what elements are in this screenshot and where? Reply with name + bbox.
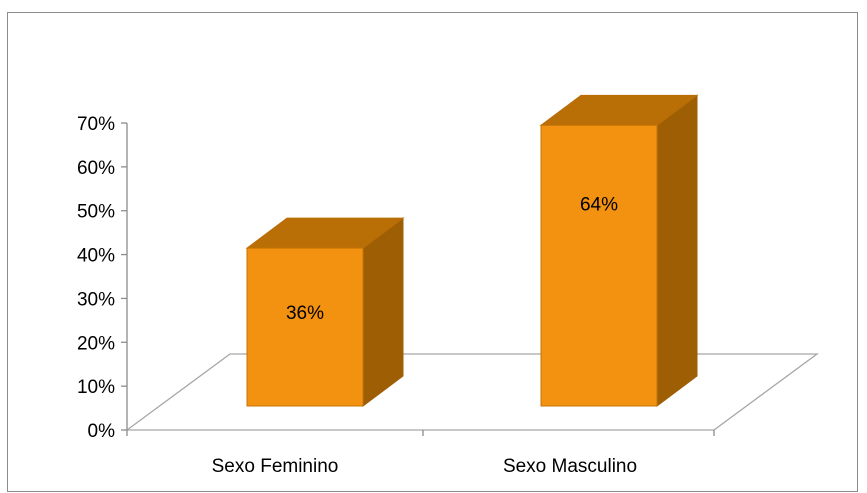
data-label: 36% — [286, 303, 324, 324]
x-category-label: Sexo Masculino — [503, 456, 637, 477]
data-label: 64% — [580, 195, 618, 216]
y-tick-label: 30% — [77, 289, 115, 310]
bar-side-face — [362, 217, 404, 407]
bar[interactable] — [246, 247, 364, 407]
chart-frame — [7, 12, 858, 492]
bar[interactable] — [540, 124, 658, 407]
y-tick-label: 60% — [77, 158, 115, 179]
y-tick-label: 0% — [88, 421, 116, 442]
chart-floor — [125, 353, 819, 431]
y-tick-label: 10% — [77, 377, 115, 398]
y-tick-label: 50% — [77, 202, 115, 223]
y-tick-label: 20% — [77, 333, 115, 354]
y-tick-label: 70% — [77, 114, 115, 135]
bar-side-face — [656, 94, 698, 407]
y-tick-label: 40% — [77, 246, 115, 267]
x-category-label: Sexo Feminino — [212, 456, 339, 477]
